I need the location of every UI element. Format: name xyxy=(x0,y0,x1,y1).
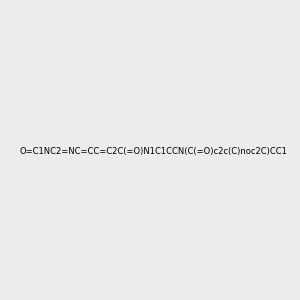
Text: O=C1NC2=NC=CC=C2C(=O)N1C1CCN(C(=O)c2c(C)noc2C)CC1: O=C1NC2=NC=CC=C2C(=O)N1C1CCN(C(=O)c2c(C)… xyxy=(20,147,288,156)
